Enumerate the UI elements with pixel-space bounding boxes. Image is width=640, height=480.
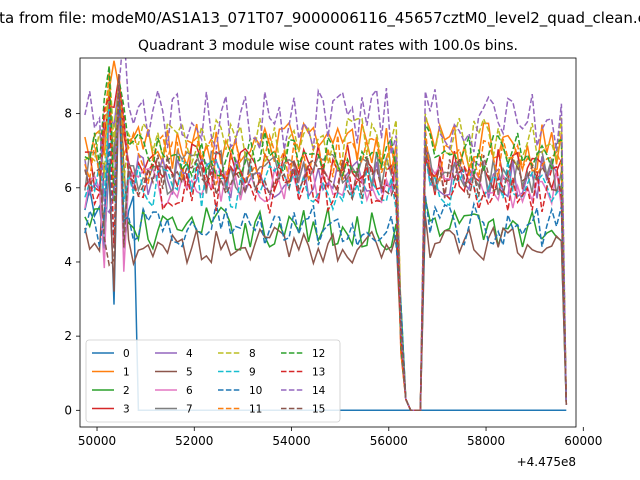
series-line-10 xyxy=(84,89,568,412)
series-layer xyxy=(84,58,568,412)
legend-label-7: 7 xyxy=(186,404,193,416)
legend-label-10: 10 xyxy=(249,385,262,397)
x-offset-label: +4.475e8 xyxy=(517,455,576,469)
y-tick-label: 2 xyxy=(64,329,72,343)
series-line-15 xyxy=(84,73,568,412)
legend-label-13: 13 xyxy=(312,367,325,379)
series-line-8 xyxy=(84,66,568,412)
legend-label-12: 12 xyxy=(312,348,325,360)
legend-label-3: 3 xyxy=(123,404,130,416)
figure-suptitle: Data from file: modeM0/AS1A13_071T07_900… xyxy=(0,9,640,28)
legend-label-8: 8 xyxy=(249,348,256,360)
y-tick-label: 8 xyxy=(64,107,72,121)
x-tick-label: 50000 xyxy=(78,434,116,448)
legend-label-0: 0 xyxy=(123,348,130,360)
x-axis: 50000 52000 54000 56000 58000 60000 xyxy=(78,427,602,448)
legend-label-14: 14 xyxy=(312,385,326,397)
axes-frame xyxy=(79,57,577,428)
series-line-14 xyxy=(84,58,568,412)
x-tick-label: 56000 xyxy=(370,434,408,448)
legend-label-11: 11 xyxy=(249,404,262,416)
legend-frame xyxy=(85,339,341,423)
series-line-5 xyxy=(84,85,568,412)
chart-title: Quadrant 3 module wise count rates with … xyxy=(138,38,518,54)
legend-label-5: 5 xyxy=(186,367,193,379)
x-tick-label: 58000 xyxy=(467,434,505,448)
x-tick-label: 52000 xyxy=(175,434,213,448)
legend-label-2: 2 xyxy=(123,385,130,397)
y-tick-label: 6 xyxy=(64,181,72,195)
x-tick-label: 60000 xyxy=(564,434,602,448)
x-tick-label: 54000 xyxy=(272,434,310,448)
legend-label-15: 15 xyxy=(312,404,325,416)
legend-label-4: 4 xyxy=(186,348,193,360)
y-tick-label: 0 xyxy=(64,403,72,417)
legend-label-6: 6 xyxy=(186,385,193,397)
series-line-13 xyxy=(84,83,568,412)
legend-label-1: 1 xyxy=(123,367,130,379)
y-axis: 0 2 4 6 8 xyxy=(64,107,80,417)
legend-label-9: 9 xyxy=(249,367,256,379)
y-tick-label: 4 xyxy=(64,255,72,269)
series-line-9 xyxy=(84,84,568,412)
